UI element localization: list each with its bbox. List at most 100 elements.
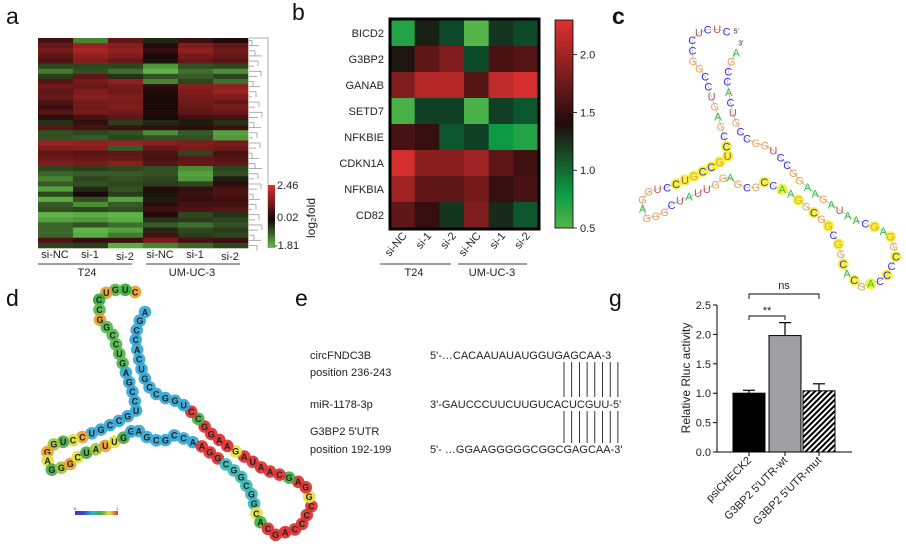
heatmap-a-cell [73, 43, 109, 49]
y-tick-label: 2.0 [696, 329, 711, 341]
heatmap-a-cell [108, 155, 144, 162]
heatmap-a-cell [38, 237, 74, 244]
heatmap-a-cell [143, 207, 179, 213]
nucleotide-circle [245, 487, 258, 501]
significance-bracket [748, 315, 786, 320]
heatmap-a-cell [143, 130, 179, 136]
highlight-circle [679, 174, 691, 186]
heatmap-a-cell [213, 125, 249, 131]
heatmap-a-cell [38, 160, 74, 167]
nucleotide: C [109, 330, 116, 340]
heatmap-a-cell [178, 53, 214, 59]
panel-label-a: a [6, 3, 19, 29]
nucleotide-circle [129, 333, 143, 347]
nucleotide: C [223, 460, 230, 470]
nucleotide: C [888, 261, 896, 273]
heatmap-b-cell [414, 20, 440, 47]
heatmap-a-cell [38, 186, 74, 192]
nucleotide-circle [128, 395, 142, 408]
nucleotide: U [88, 429, 95, 439]
heatmap-a-cell [73, 89, 109, 95]
colorbar-a-mid: 0.02 [277, 212, 298, 224]
nucleotide-circle [128, 285, 142, 299]
heatmap-b-cell [488, 72, 514, 99]
highlight-circle [697, 165, 709, 177]
nucleotide: C [876, 276, 884, 288]
heatmap-a-cell [38, 84, 74, 90]
panel-label-g: g [609, 285, 622, 311]
heatmap-a-cell [38, 207, 74, 213]
heatmap-a-cell [73, 73, 109, 80]
heatmap-a-cell [178, 104, 214, 111]
nucleotide: C [743, 182, 751, 194]
heatmap-a-cell [108, 150, 144, 157]
heatmap-a-cell [213, 109, 249, 116]
heatmap-a-cell [213, 176, 249, 182]
nucleotide: G [751, 138, 760, 150]
heatmap-a-cell [38, 78, 74, 85]
nucleotide: C [861, 218, 869, 230]
nucleotide-circle [92, 293, 106, 307]
nucleotide: G [302, 483, 309, 493]
heatmap-a-cell [108, 227, 144, 233]
nucleotide: C [850, 275, 858, 287]
heatmap-b-cell [464, 176, 489, 203]
heatmap-a-cell [73, 232, 109, 239]
heatmap-a-cell [38, 196, 74, 203]
heatmap-a-cell [178, 201, 214, 208]
heatmap-a-cell [108, 242, 144, 249]
heatmap-b-cell [464, 202, 489, 229]
heatmap-a-cell [178, 140, 214, 146]
nucleotide: G [817, 214, 826, 226]
heatmap-a-cell [38, 43, 74, 49]
nucleotide: G [660, 207, 669, 219]
bar-chart-g: Relative Rluc activity 0.0 0.5 1.0 1.5 2.0 2.… [679, 280, 852, 528]
nucleotide: G [48, 465, 55, 475]
heatmap-a-cell [108, 130, 144, 136]
nucleotide: C [132, 335, 139, 345]
y-tick-label: 2.5 [696, 300, 711, 312]
highlight-circle [823, 220, 835, 232]
heatmap-a-cell [213, 89, 249, 95]
nucleotide: C [810, 208, 818, 220]
nucleotide: C [79, 432, 86, 442]
colorbar-a-label: log₂fold [304, 198, 318, 238]
heatmap-a-cell [213, 181, 249, 187]
heatmap-b-cell [390, 72, 415, 99]
heatmap-a-cell [213, 53, 249, 59]
heatmap-a-cell [143, 89, 179, 95]
heatmap-b-cell [390, 98, 415, 125]
nucleotide: G [120, 433, 127, 443]
nucleotide: C [153, 389, 160, 399]
heatmap-a-cell [108, 99, 144, 105]
heatmap-a-cell [108, 53, 144, 59]
heatmap-a-cell [143, 155, 179, 162]
nucleotide: G [248, 489, 255, 499]
heatmap-a-cell [73, 166, 109, 172]
nucleotide: G [690, 171, 699, 183]
heatmap-a-cell [143, 125, 179, 131]
nucleotide: G [717, 121, 726, 133]
heatmap-a-cell [178, 94, 214, 100]
heatmap-a-cell [143, 232, 179, 239]
heatmap-b-cell [488, 176, 514, 203]
nucleotide: C [153, 436, 160, 446]
heatmap-a-cell [73, 212, 109, 218]
nucleotide: U [836, 205, 844, 217]
nucleotide-circle [273, 468, 286, 481]
nucleotide: A [190, 437, 197, 447]
heatmap-a-cell [213, 212, 249, 218]
heatmap-a-cell [213, 119, 249, 126]
nucleotide: A [267, 467, 274, 477]
nucleotide: U [654, 184, 662, 196]
heatmap-a-cell [73, 130, 109, 136]
highlight-circle [720, 140, 732, 152]
heatmap-a-cell [143, 73, 179, 80]
nucleotide-circle [66, 433, 80, 447]
heatmap-a-cell [213, 99, 249, 105]
nucleotide: C [276, 470, 283, 480]
heatmap-a-cell [143, 186, 179, 192]
heatmap-a-cell [73, 196, 109, 203]
nucleotide: C [883, 270, 891, 282]
nucleotide-circle [247, 497, 261, 511]
